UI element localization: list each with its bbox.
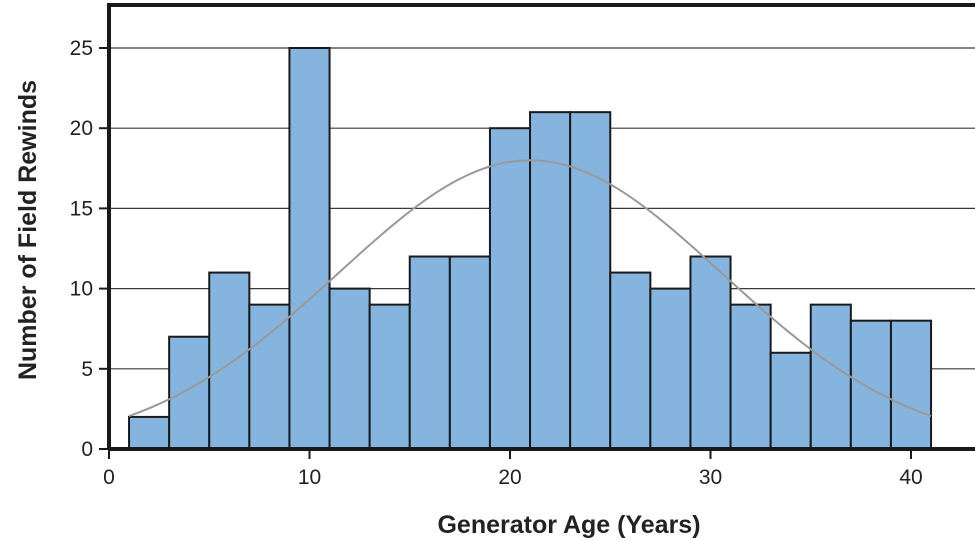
bar-16 [729, 303, 772, 451]
bar-5 [288, 47, 331, 450]
y-tick-label-15: 15 [70, 197, 93, 220]
bar-17 [769, 351, 812, 451]
bar-12 [569, 111, 612, 450]
axes [99, 3, 975, 459]
bar-7 [368, 303, 411, 451]
bar-9 [448, 255, 491, 450]
bar-20 [889, 319, 933, 450]
y-tick-label-10: 10 [70, 278, 93, 301]
y-tick-labels: 0 5 10 15 20 25 [70, 37, 93, 461]
y-tick-label-0: 0 [81, 438, 93, 461]
bar-13 [609, 271, 652, 450]
fitted-normal-curve [128, 159, 932, 417]
bar-18 [809, 303, 852, 451]
x-tick-label-10: 10 [298, 466, 321, 489]
x-axis-title: Generator Age (Years) [437, 511, 700, 539]
bar-2 [168, 335, 211, 450]
bar-1 [128, 415, 171, 451]
bar-4 [248, 303, 291, 451]
x-tick-labels: 0 10 20 30 40 [103, 466, 923, 489]
x-tick-label-20: 20 [498, 466, 521, 489]
x-tick-label-40: 40 [899, 466, 922, 489]
bars [128, 47, 933, 451]
bar-6 [328, 287, 371, 450]
y-tick-label-5: 5 [81, 358, 93, 381]
x-tick-label-30: 30 [699, 466, 722, 489]
bar-10 [488, 127, 532, 450]
bar-8 [408, 255, 451, 450]
y-tick-label-20: 20 [70, 117, 93, 140]
bar-19 [849, 319, 892, 450]
bar-11 [529, 111, 572, 450]
y-axis-title: Number of Field Rewinds [14, 80, 42, 380]
y-tick-label-25: 25 [70, 37, 93, 60]
bar-3 [208, 271, 251, 450]
bar-15 [689, 255, 732, 450]
x-tick-label-0: 0 [103, 466, 115, 489]
bar-14 [649, 287, 692, 450]
